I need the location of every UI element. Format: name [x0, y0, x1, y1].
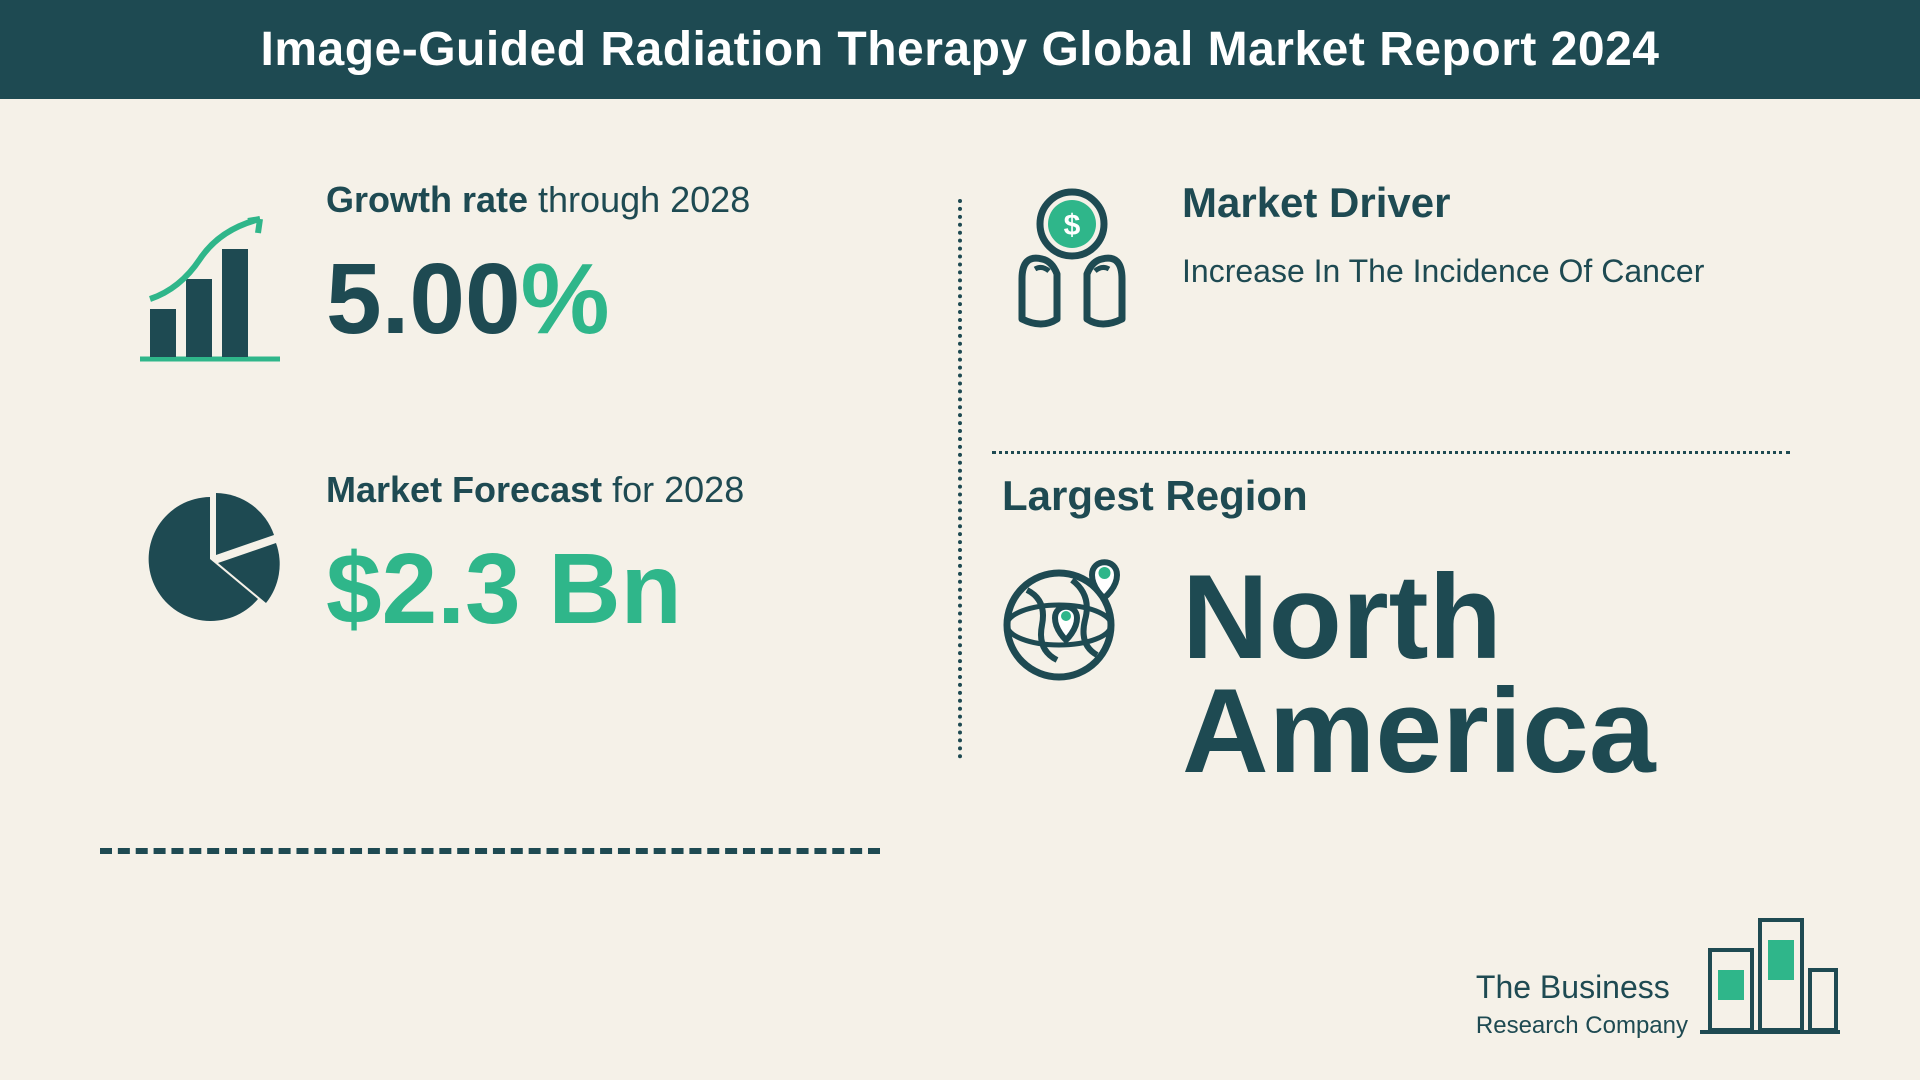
forecast-label: Market Forecast for 2028 [326, 469, 928, 511]
report-title: Image-Guided Radiation Therapy Global Ma… [0, 22, 1920, 77]
region-value: North America [1182, 560, 1656, 788]
header-bar: Image-Guided Radiation Therapy Global Ma… [0, 0, 1920, 99]
forecast-text: Market Forecast for 2028 $2.3 Bn [326, 469, 928, 639]
forecast-label-bold: Market Forecast [326, 469, 602, 510]
content-grid: Growth rate through 2028 5.00% Market Fo… [0, 159, 1920, 838]
logo-line2: Research Company [1476, 1012, 1688, 1039]
driver-label: Market Driver [1182, 179, 1790, 227]
region-label: Largest Region [1002, 472, 1790, 520]
driver-text: Market Driver Increase In The Incidence … [1182, 179, 1790, 290]
logo-line1: The Business [1476, 969, 1670, 1005]
left-column: Growth rate through 2028 5.00% Market Fo… [100, 159, 958, 838]
growth-label: Growth rate through 2028 [326, 179, 928, 221]
region-line2: America [1182, 664, 1656, 798]
growth-percent: % [521, 243, 610, 355]
market-driver-block: $ Market Driver Increase In The Incidenc… [992, 179, 1790, 349]
growth-number: 5.00 [326, 243, 521, 355]
forecast-block: Market Forecast for 2028 $2.3 Bn [130, 469, 928, 639]
forecast-label-rest: for 2028 [602, 469, 744, 510]
bottom-dashed-line [100, 848, 880, 854]
forecast-unit: Bn [521, 533, 682, 645]
forecast-value: $2.3 Bn [326, 539, 928, 639]
logo-text: The Business Research Company [1476, 970, 1688, 1040]
growth-rate-block: Growth rate through 2028 5.00% [130, 179, 928, 369]
largest-region-block: Largest Region North [992, 472, 1790, 788]
horizontal-divider [992, 451, 1790, 454]
forecast-number: $2.3 [326, 533, 521, 645]
right-column: $ Market Driver Increase In The Incidenc… [962, 159, 1820, 838]
growth-label-bold: Growth rate [326, 179, 528, 220]
company-logo: The Business Research Company [1476, 910, 1840, 1040]
pie-chart-icon [130, 469, 290, 629]
growth-value: 5.00% [326, 249, 928, 349]
growth-chart-icon [130, 179, 290, 369]
hands-dollar-icon: $ [992, 179, 1152, 349]
growth-label-rest: through 2028 [528, 179, 750, 220]
globe-pins-icon [992, 540, 1152, 690]
driver-description: Increase In The Incidence Of Cancer [1182, 253, 1790, 290]
svg-text:$: $ [1064, 209, 1081, 242]
growth-text: Growth rate through 2028 5.00% [326, 179, 928, 349]
logo-buildings-icon [1700, 910, 1840, 1040]
